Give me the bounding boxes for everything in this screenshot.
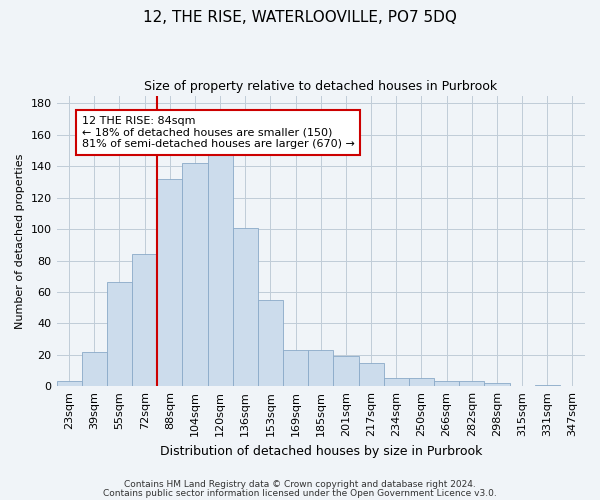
Bar: [359, 362, 383, 386]
Bar: [208, 154, 233, 386]
Bar: [383, 378, 409, 386]
Bar: [535, 384, 560, 386]
Bar: [107, 282, 132, 386]
Y-axis label: Number of detached properties: Number of detached properties: [15, 153, 25, 328]
Bar: [182, 163, 208, 386]
Text: Contains public sector information licensed under the Open Government Licence v3: Contains public sector information licen…: [103, 488, 497, 498]
Text: Contains HM Land Registry data © Crown copyright and database right 2024.: Contains HM Land Registry data © Crown c…: [124, 480, 476, 489]
Bar: [233, 228, 258, 386]
Text: 12 THE RISE: 84sqm
← 18% of detached houses are smaller (150)
81% of semi-detach: 12 THE RISE: 84sqm ← 18% of detached hou…: [82, 116, 355, 149]
X-axis label: Distribution of detached houses by size in Purbrook: Distribution of detached houses by size …: [160, 444, 482, 458]
Bar: [484, 383, 509, 386]
Bar: [434, 382, 459, 386]
Bar: [56, 382, 82, 386]
Bar: [258, 300, 283, 386]
Bar: [459, 382, 484, 386]
Bar: [308, 350, 334, 386]
Bar: [283, 350, 308, 386]
Bar: [132, 254, 157, 386]
Bar: [82, 352, 107, 386]
Text: 12, THE RISE, WATERLOOVILLE, PO7 5DQ: 12, THE RISE, WATERLOOVILLE, PO7 5DQ: [143, 10, 457, 25]
Bar: [409, 378, 434, 386]
Bar: [334, 356, 359, 386]
Bar: [157, 179, 182, 386]
Title: Size of property relative to detached houses in Purbrook: Size of property relative to detached ho…: [144, 80, 497, 93]
